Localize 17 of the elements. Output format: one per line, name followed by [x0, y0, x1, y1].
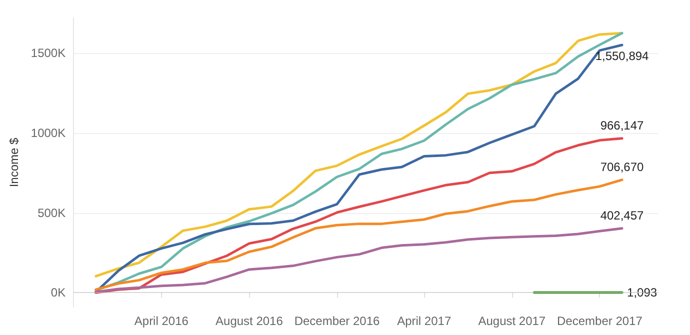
x-tick-label: August 2017	[478, 314, 546, 328]
data-label: 1,550,894	[595, 49, 650, 63]
x-tick-label: April 2016	[134, 314, 189, 328]
data-label: 966,147	[600, 118, 644, 132]
data-label: 1,093	[627, 285, 658, 300]
y-tick-label: 1000K	[30, 126, 66, 140]
data-label: 706,670	[600, 160, 644, 174]
x-tick-label: December 2017	[557, 314, 643, 328]
y-tick-label: 0K	[50, 286, 66, 300]
x-tick-label: August 2016	[216, 314, 284, 328]
y-tick-label: 500K	[38, 206, 66, 220]
line-series	[94, 227, 624, 294]
x-tick-label: December 2016	[294, 314, 380, 328]
y-tick-label: 1500K	[30, 46, 66, 60]
data-label: 402,457	[600, 208, 644, 222]
x-tick-label: April 2017	[397, 314, 452, 328]
y-axis-title: Income $	[7, 137, 21, 188]
